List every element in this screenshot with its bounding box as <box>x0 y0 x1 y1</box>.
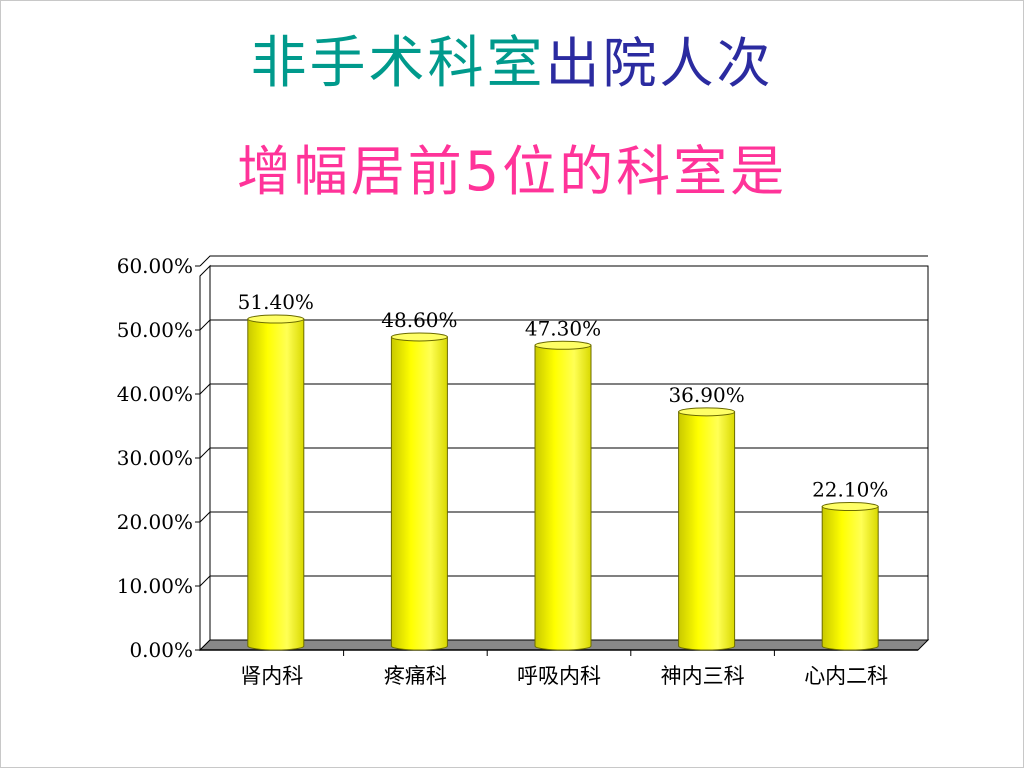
title-part-teal: 非手术科室 <box>250 31 546 96</box>
x-tick-label: 疼痛科 <box>384 664 447 688</box>
bar <box>678 411 736 651</box>
y-tick-label: 10.00% <box>117 574 193 598</box>
gridline <box>199 319 928 331</box>
bar-top <box>821 502 879 512</box>
title-part-navy: 出院人次 <box>545 32 774 95</box>
gridline <box>199 383 928 395</box>
y-tick-label: 0.00% <box>129 638 193 662</box>
data-label: 48.60% <box>381 308 457 332</box>
data-label: 36.90% <box>668 383 744 407</box>
y-tick-label: 20.00% <box>117 510 193 534</box>
y-tick-label: 50.00% <box>117 318 193 342</box>
x-tick-label: 肾内科 <box>240 664 303 688</box>
bar <box>390 336 448 651</box>
y-tick-label: 40.00% <box>117 382 193 406</box>
bar-top <box>247 314 305 324</box>
bar <box>247 318 305 651</box>
data-label: 22.10% <box>812 478 888 502</box>
slide-subtitle: 增幅居前5位的科室是 <box>236 140 788 203</box>
x-tick-label: 心内二科 <box>804 664 888 688</box>
bar <box>821 506 879 651</box>
data-label: 47.30% <box>525 316 601 340</box>
x-tick-label: 神内三科 <box>661 664 745 688</box>
bar-top <box>534 340 592 350</box>
bar <box>534 344 592 651</box>
y-tick-label: 30.00% <box>117 446 193 470</box>
bar-top <box>390 332 448 342</box>
x-tick-label: 呼吸内科 <box>517 664 601 688</box>
plot-side-wall <box>199 264 211 652</box>
slide-title: 非手术科室出院人次 <box>0 30 1024 98</box>
y-tick-label: 60.00% <box>117 254 193 278</box>
bar-top <box>678 407 736 417</box>
data-label: 51.40% <box>238 290 314 314</box>
gridline <box>199 255 928 267</box>
